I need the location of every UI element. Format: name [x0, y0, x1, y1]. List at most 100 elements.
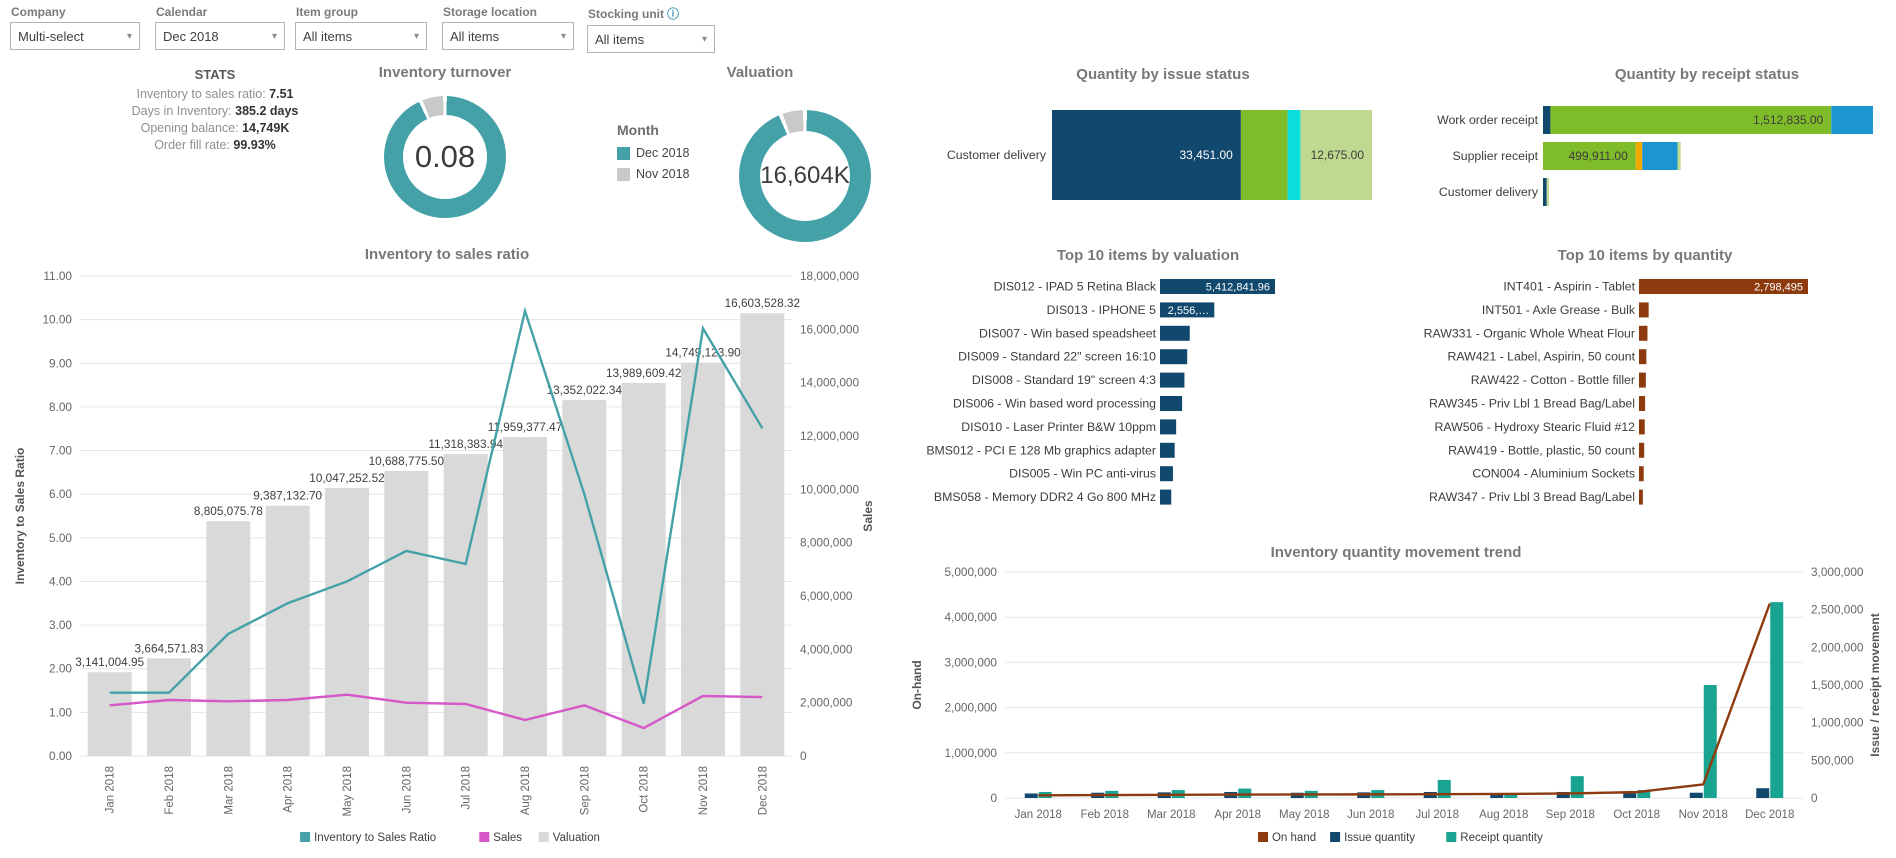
svg-text:BMS058 - Memory DDR2 4 Go 800: BMS058 - Memory DDR2 4 Go 800 MHz	[934, 490, 1156, 504]
svg-text:DIS009 - Standard 22" screen 1: DIS009 - Standard 22" screen 16:10	[958, 350, 1156, 364]
svg-text:3,141,004.95: 3,141,004.95	[75, 655, 144, 669]
svg-text:0.00: 0.00	[49, 749, 72, 763]
month-legend-item[interactable]: Nov 2018	[617, 167, 690, 181]
svg-text:10.00: 10.00	[42, 313, 72, 327]
chevron-down-icon: ▾	[413, 30, 419, 42]
svg-text:1,000,000: 1,000,000	[1811, 716, 1864, 730]
svg-text:16,000,000: 16,000,000	[800, 322, 859, 336]
svg-text:Jan 2018: Jan 2018	[105, 766, 117, 813]
svg-text:3,000,000: 3,000,000	[945, 655, 998, 669]
svg-text:Oct 2018: Oct 2018	[1613, 809, 1660, 821]
svg-text:Sep 2018: Sep 2018	[579, 766, 591, 815]
filter-dropdown-stocking-unit[interactable]: All items ▾	[587, 25, 715, 53]
month-legend-item[interactable]: Dec 2018	[617, 146, 690, 160]
svg-text:12,000,000: 12,000,000	[800, 429, 859, 443]
top10-valuation-plot: DIS012 - IPAD 5 Retina Black 5,412,841.96…	[926, 279, 1275, 505]
filter-item-group: Item group All items ▾	[295, 5, 427, 50]
svg-text:DIS013 - IPHONE 5: DIS013 - IPHONE 5	[1047, 303, 1157, 317]
svg-text:2.00: 2.00	[49, 662, 72, 676]
svg-text:Nov 2018: Nov 2018	[698, 766, 710, 815]
svg-text:RAW345 - Priv Lbl 1 Bread Bag/: RAW345 - Priv Lbl 1 Bread Bag/Label	[1429, 397, 1635, 411]
stats-lines: Inventory to sales ratio: 7.51 Days in In…	[30, 86, 400, 154]
svg-text:18,000,000: 18,000,000	[800, 269, 859, 283]
svg-text:499,911.00: 499,911.00	[1569, 149, 1628, 163]
chevron-down-icon: ▾	[701, 33, 707, 45]
filter-stocking-unit: Stocking unit ⓘ All items ▾	[587, 5, 715, 53]
filter-dropdown-company[interactable]: Multi-select ▾	[10, 22, 140, 50]
svg-text:Dec 2018: Dec 2018	[757, 766, 769, 815]
inventory-to-sales-ratio-legend[interactable]: Inventory to Sales Ratio Sales Valuation	[300, 832, 600, 844]
svg-text:Customer delivery: Customer delivery	[947, 148, 1047, 162]
inventory-to-sales-ratio-chart[interactable]: 0.00 1.00 2.00 3.00 4.00 5.00 6.00 7.00 8.00 9.00…	[10, 240, 890, 858]
filter-label: Stocking unit ⓘ	[588, 7, 680, 21]
receipt-status-plot: Work order receipt 1,512,835.00 Supplier r…	[1437, 106, 1873, 206]
svg-text:Sep 2018: Sep 2018	[1546, 809, 1595, 821]
svg-text:16,603,528.32: 16,603,528.32	[725, 296, 800, 310]
filter-dropdown-storage-location[interactable]: All items ▾	[442, 22, 574, 50]
svg-text:1,500,000: 1,500,000	[1811, 678, 1864, 692]
svg-text:4,000,000: 4,000,000	[800, 642, 853, 656]
inventory-quantity-movement-trend-legend[interactable]: On hand Issue quantity Receipt quantity	[1257, 832, 1543, 844]
svg-text:Mar 2018: Mar 2018	[1147, 809, 1196, 821]
svg-text:2,000,000: 2,000,000	[945, 701, 998, 715]
svg-text:Oct 2018: Oct 2018	[639, 766, 651, 813]
filter-company: Company Multi-select ▾	[10, 5, 140, 50]
filter-value: All items	[595, 31, 645, 47]
top10-quantity-plot: INT401 - Aspirin - Tablet 2,798,495 INT501…	[1424, 279, 1808, 505]
svg-text:May 2018: May 2018	[1279, 809, 1330, 821]
filter-dropdown-item-group[interactable]: All items ▾	[295, 22, 427, 50]
svg-text:7.00: 7.00	[49, 444, 72, 458]
svg-text:Customer delivery: Customer delivery	[1439, 185, 1539, 199]
svg-text:1,000,000: 1,000,000	[945, 746, 998, 760]
svg-text:2,000,000: 2,000,000	[800, 696, 853, 710]
svg-text:2,000,000: 2,000,000	[1811, 640, 1864, 654]
svg-text:9,387,132.70: 9,387,132.70	[253, 489, 322, 503]
inventory-to-sales-ratio-plot: 0.00 1.00 2.00 3.00 4.00 5.00 6.00 7.00 8.00 9.00…	[13, 269, 875, 844]
filter-dropdown-calendar[interactable]: Dec 2018 ▾	[155, 22, 285, 50]
valuation-donut[interactable]: 16,604K	[739, 110, 871, 242]
svg-text:10,047,252.52: 10,047,252.52	[309, 471, 384, 485]
top10-items-by-valuation-chart[interactable]: DIS012 - IPAD 5 Retina Black 5,412,841.96…	[860, 263, 1330, 520]
stats-panel: STATS Inventory to sales ratio: 7.51 Days…	[30, 66, 400, 154]
quantity-by-receipt-status-chart[interactable]: Work order receipt 1,512,835.00 Supplier r…	[1410, 60, 1896, 225]
svg-text:11,959,377.47: 11,959,377.47	[488, 420, 563, 434]
filter-value: Dec 2018	[163, 28, 219, 44]
svg-text:4.00: 4.00	[49, 574, 72, 588]
svg-text:0: 0	[1811, 791, 1818, 805]
svg-text:Feb 2018: Feb 2018	[164, 766, 176, 815]
inventory-turnover-donut[interactable]: 0.08	[384, 96, 506, 218]
svg-text:Nov 2018: Nov 2018	[1679, 809, 1728, 821]
svg-text:On-hand: On-hand	[910, 660, 924, 709]
svg-text:5,412,841.96: 5,412,841.96	[1206, 282, 1270, 294]
svg-text:DIS010 - Laser Printer B&W 10p: DIS010 - Laser Printer B&W 10ppm	[961, 420, 1156, 434]
top10-items-by-quantity-chart[interactable]: INT401 - Aspirin - Tablet 2,798,495 INT501…	[1340, 263, 1896, 520]
stats-line: Opening balance: 14,749K	[140, 121, 290, 135]
chevron-down-icon: ▾	[126, 30, 132, 42]
filter-calendar: Calendar Dec 2018 ▾	[155, 5, 285, 50]
inventory-turnover-title: Inventory turnover	[378, 64, 512, 81]
donut-hole	[403, 115, 487, 199]
svg-text:9.00: 9.00	[49, 356, 72, 370]
svg-text:0: 0	[800, 749, 807, 763]
svg-text:RAW506 - Hydroxy Stearic Fluid: RAW506 - Hydroxy Stearic Fluid #12	[1435, 420, 1636, 434]
svg-text:RAW347 - Priv Lbl 3 Bread Bag/: RAW347 - Priv Lbl 3 Bread Bag/Label	[1429, 490, 1635, 504]
svg-text:5,000,000: 5,000,000	[945, 565, 998, 579]
svg-text:Inventory to Sales Ratio: Inventory to Sales Ratio	[13, 448, 27, 585]
month-legend-title: Month	[617, 122, 659, 138]
svg-text:Aug 2018: Aug 2018	[1479, 809, 1528, 821]
inventory-quantity-movement-trend-chart[interactable]: 0 1,000,000 2,000,000 3,000,000 4,000,000 5,0…	[905, 540, 1896, 858]
filter-label: Storage location	[443, 5, 538, 19]
issue-status-plot: Customer delivery 33,451.00 12,675.00	[947, 110, 1372, 200]
svg-text:Apr 2018: Apr 2018	[1214, 809, 1261, 821]
quantity-by-issue-status-chart[interactable]: Customer delivery 33,451.00 12,675.00	[940, 60, 1380, 215]
valuation-value: 16,604K	[760, 162, 850, 189]
svg-text:May 2018: May 2018	[342, 766, 354, 817]
filter-label: Calendar	[156, 5, 208, 19]
info-icon[interactable]: ⓘ	[667, 7, 680, 21]
svg-text:Jul 2018: Jul 2018	[461, 766, 473, 809]
svg-text:13,352,022.34: 13,352,022.34	[547, 383, 623, 397]
svg-text:Feb 2018: Feb 2018	[1080, 809, 1129, 821]
svg-text:4,000,000: 4,000,000	[945, 610, 998, 624]
filter-value: All items	[303, 28, 353, 44]
